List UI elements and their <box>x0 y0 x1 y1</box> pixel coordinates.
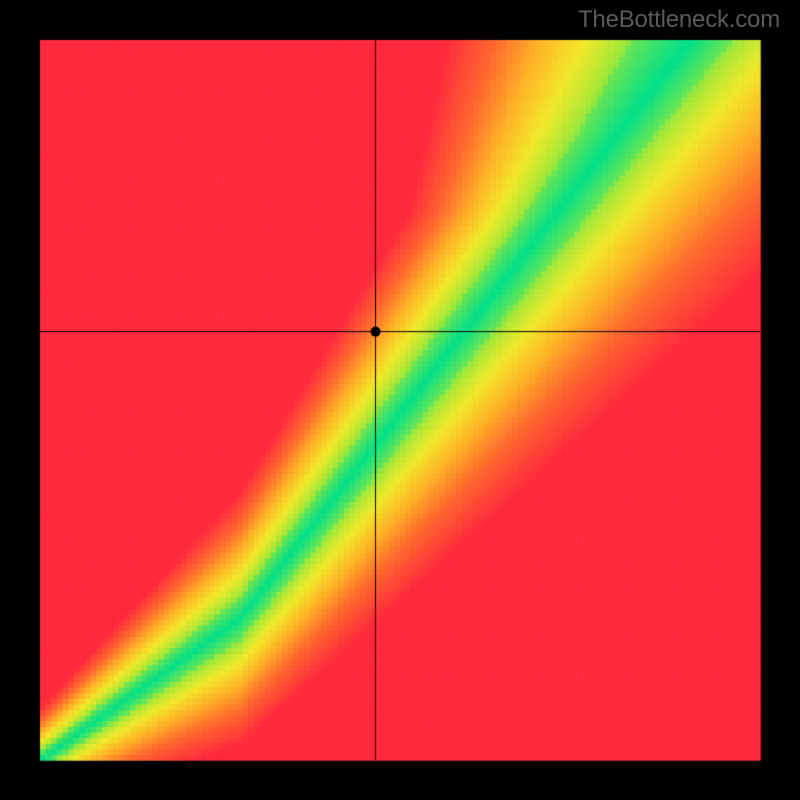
chart-container: TheBottleneck.com <box>0 0 800 800</box>
bottleneck-heatmap <box>0 0 800 800</box>
watermark-text: TheBottleneck.com <box>578 6 780 34</box>
